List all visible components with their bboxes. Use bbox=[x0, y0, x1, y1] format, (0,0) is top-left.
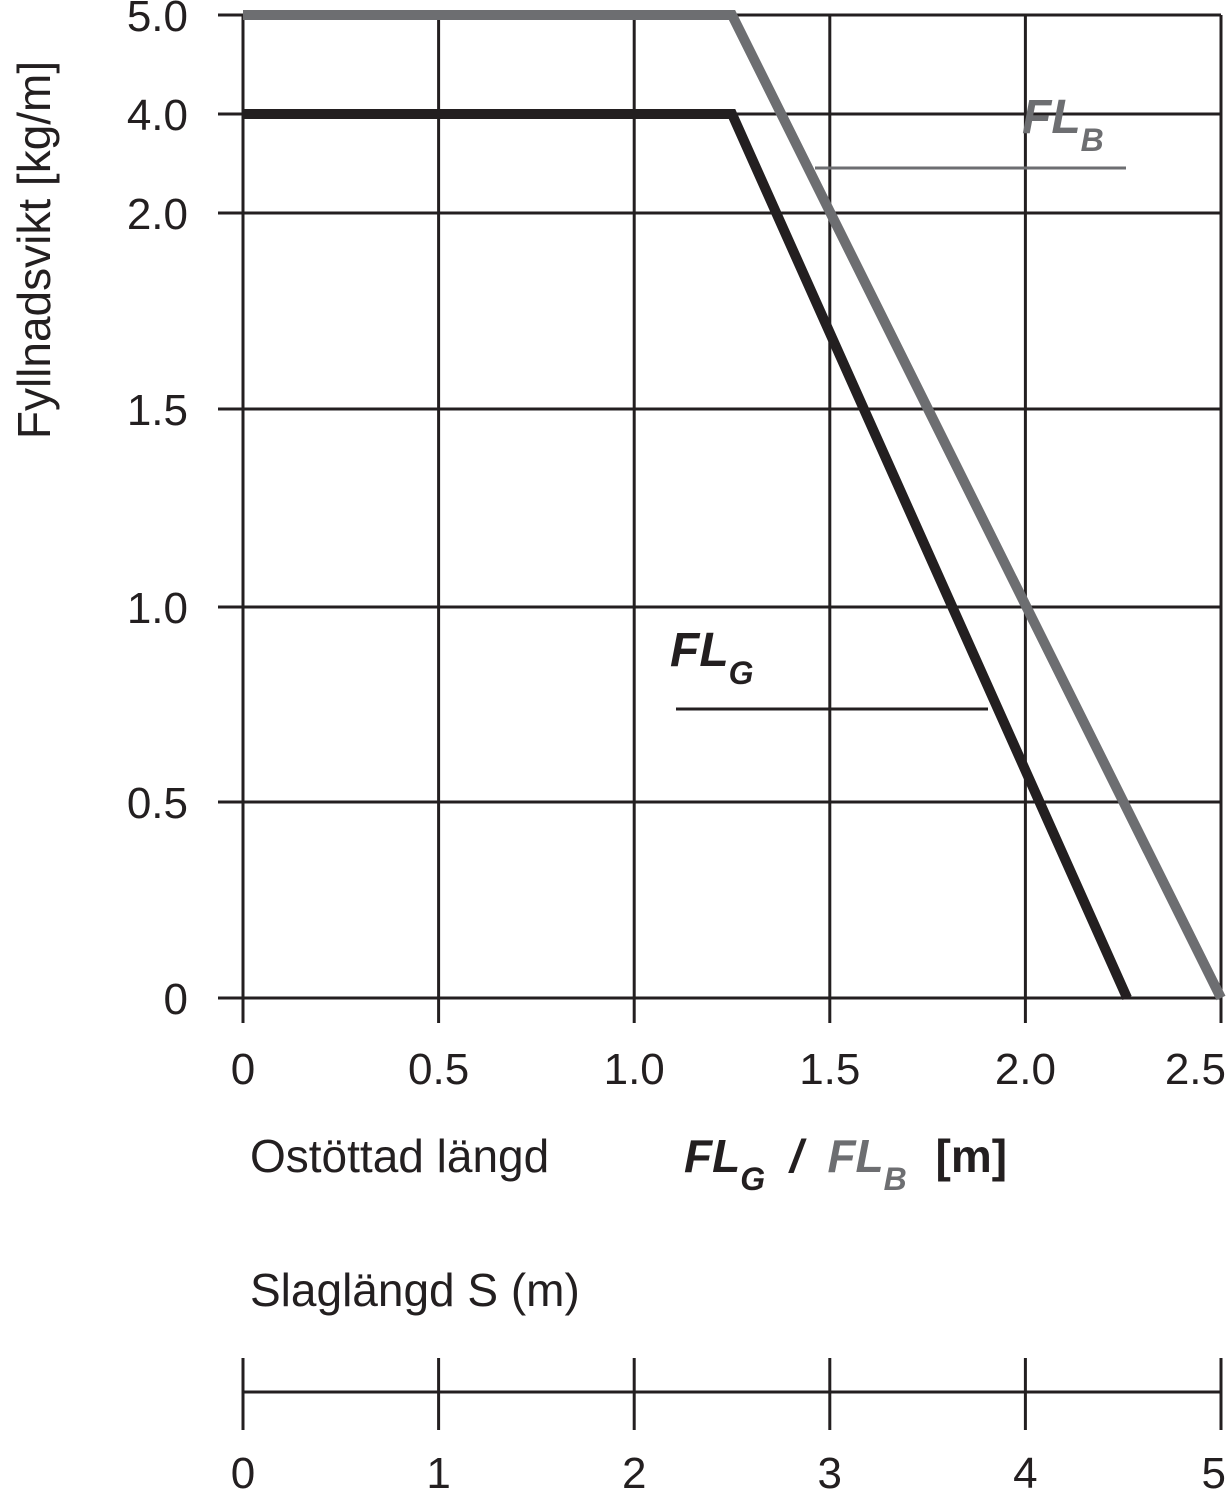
x-axis-label-b-sub: B bbox=[884, 1161, 907, 1197]
secondary-axis-label: Slaglängd S (m) bbox=[250, 1264, 580, 1316]
x-tick-labels: 0 0.5 1.0 1.5 2.0 2.5 bbox=[231, 1045, 1226, 1094]
y-tick-labels: 0 0.5 1.0 1.5 2.0 4.0 5.0 bbox=[127, 0, 188, 1024]
x-axis-label-b: FL bbox=[827, 1130, 883, 1182]
y-tick-label-4: 2.0 bbox=[127, 190, 188, 239]
flb-label-sub: B bbox=[1081, 122, 1104, 158]
series-line-flg bbox=[243, 109, 1132, 1001]
secondary-tick-label-5: 5 bbox=[1202, 1449, 1226, 1498]
y-tick-label-3: 1.5 bbox=[127, 386, 188, 435]
svg-text:FLB: FLB bbox=[1022, 91, 1104, 158]
y-tick-label-5: 4.0 bbox=[127, 91, 188, 140]
x-axis-label-g-sub: G bbox=[740, 1161, 765, 1197]
series-label-flb: FLB bbox=[815, 91, 1126, 170]
secondary-tick-label-3: 3 bbox=[818, 1449, 842, 1498]
svg-text:FLG: FLG bbox=[670, 624, 754, 691]
secondary-tick-label-2: 2 bbox=[622, 1449, 646, 1498]
x-tick-label-2: 1.0 bbox=[604, 1045, 665, 1094]
x-tick-label-5: 2.5 bbox=[1165, 1045, 1226, 1094]
series-label-flg: FLG bbox=[670, 624, 988, 711]
series-line-flb bbox=[243, 10, 1226, 1001]
secondary-tick-label-4: 4 bbox=[1013, 1449, 1037, 1498]
secondary-tick-label-1: 1 bbox=[426, 1449, 450, 1498]
x-axis-label: Ostöttad längd FLG / FLB [m] bbox=[250, 1130, 1007, 1200]
flg-label-main: FL bbox=[670, 624, 729, 677]
x-axis-label-unit: [m] bbox=[936, 1130, 1008, 1182]
flg-label-sub: G bbox=[729, 655, 754, 691]
series-lines bbox=[243, 10, 1226, 1001]
x-axis-label-g: FL bbox=[684, 1130, 740, 1182]
secondary-axis: 0 1 2 3 4 5 bbox=[231, 1358, 1226, 1498]
x-axis-label-sep: / bbox=[788, 1130, 807, 1182]
flb-label-main: FL bbox=[1022, 91, 1081, 144]
x-tick-label-1: 0.5 bbox=[408, 1045, 469, 1094]
x-tick-label-3: 1.5 bbox=[799, 1045, 860, 1094]
y-axis-label: Fyllnadsvikt [kg/m] bbox=[8, 61, 60, 439]
y-tick-label-1: 0.5 bbox=[127, 779, 188, 828]
x-tick-label-4: 2.0 bbox=[995, 1045, 1056, 1094]
x-tick-label-0: 0 bbox=[231, 1045, 255, 1094]
y-tick-label-2: 1.0 bbox=[127, 584, 188, 633]
x-axis-label-prefix: Ostöttad längd bbox=[250, 1130, 549, 1182]
secondary-tick-label-0: 0 bbox=[231, 1449, 255, 1498]
y-tick-label-6: 5.0 bbox=[127, 0, 188, 41]
y-tick-label-0: 0 bbox=[164, 975, 188, 1024]
